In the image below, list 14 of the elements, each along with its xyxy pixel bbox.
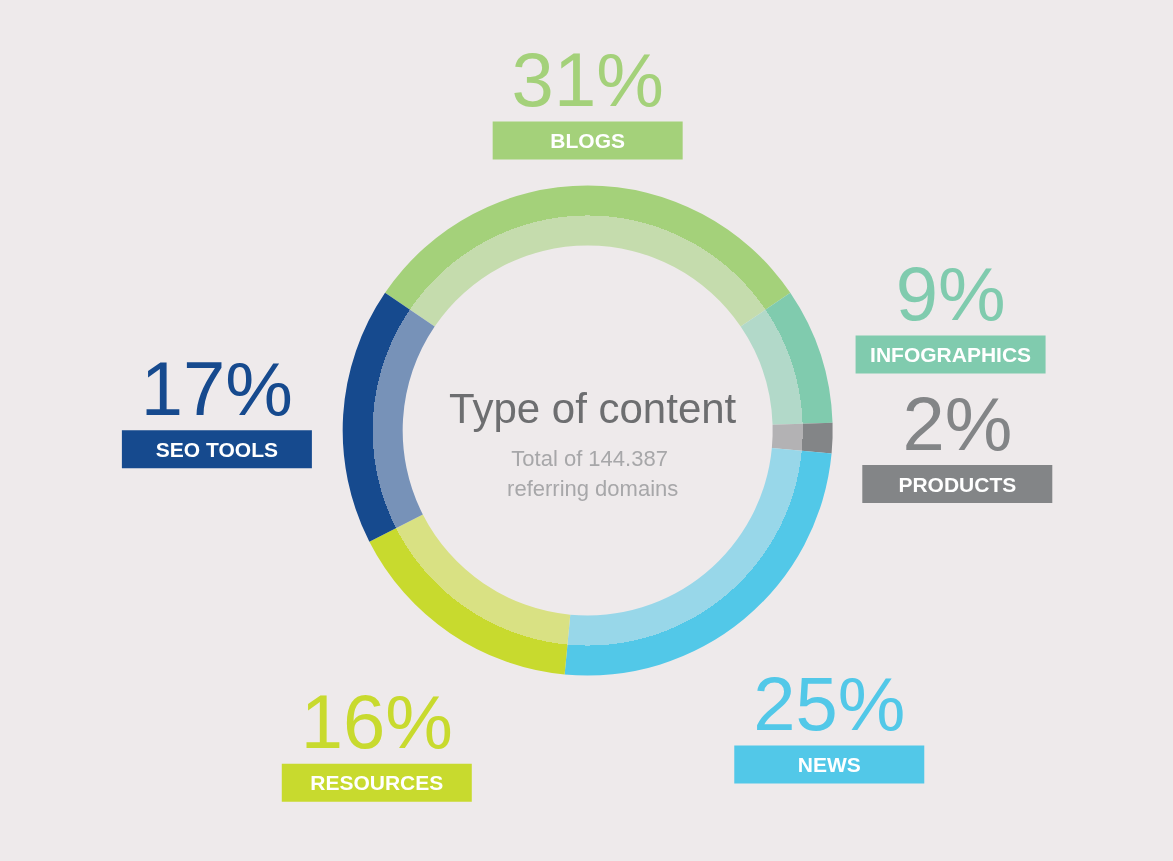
slice-label: NEWS xyxy=(797,753,861,777)
slice-label: INFOGRAPHICS xyxy=(870,343,1032,367)
text: Type of content xyxy=(449,385,737,432)
data-label: 25% xyxy=(753,661,906,747)
data-label: 16% xyxy=(300,679,453,765)
text: Total of 144.387 referring domains xyxy=(507,446,679,501)
slice-label: BLOGS xyxy=(550,129,626,152)
data-label: 2% xyxy=(902,380,1013,466)
slice-label: RESOURCES xyxy=(310,771,444,795)
data-label: 17% xyxy=(140,345,293,431)
data-label: 9% xyxy=(895,251,1006,337)
slice-label: PRODUCTS xyxy=(898,472,1017,496)
data-label: 31% xyxy=(511,37,664,122)
slice-label: SEO TOOLS xyxy=(155,437,278,461)
